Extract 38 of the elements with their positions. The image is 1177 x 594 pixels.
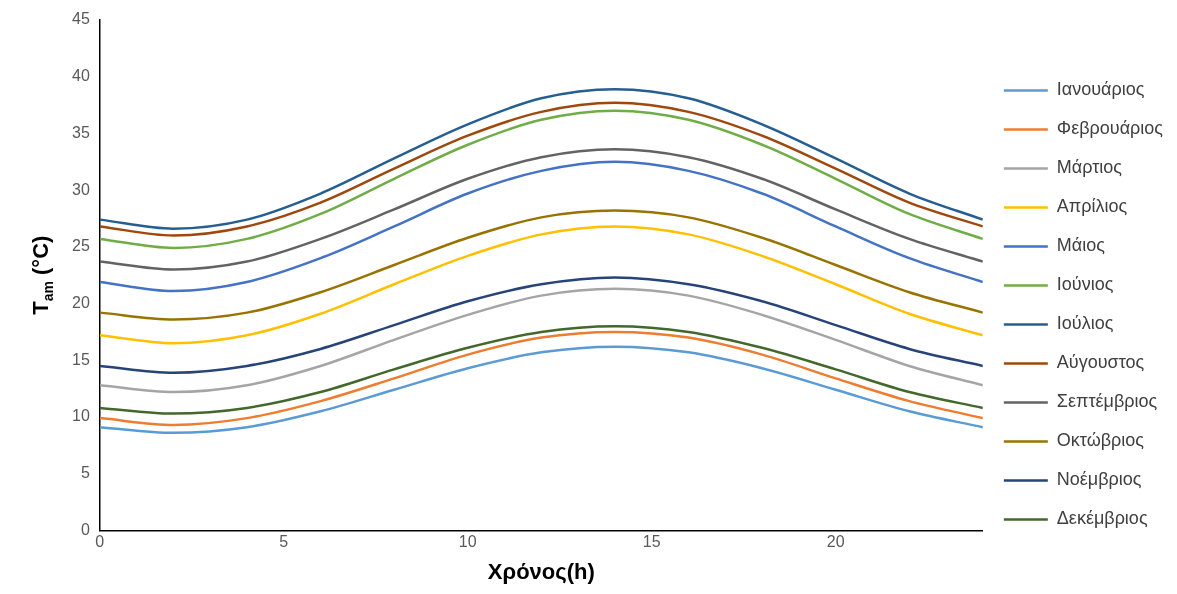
x-axis-title: Χρόνος(h) [487,558,595,584]
x-tick-label: 15 [642,533,661,551]
line-series [99,287,983,394]
line-series [99,209,983,321]
x-tick-label: 0 [95,533,105,551]
line-series [99,148,983,271]
y-tick-label: 10 [72,407,90,425]
legend-label: Οκτώβριος [1056,430,1145,451]
legend-label: Φεβρουάριος [1056,118,1164,139]
line-series [99,324,983,415]
legend-label: Μάιος [1056,235,1106,256]
legend-label: Ιούνιος [1056,274,1114,295]
y-tick-label: 30 [72,180,90,198]
y-tick-label: 25 [72,237,90,255]
line-series [99,330,983,427]
line-series [99,345,983,435]
line-series [99,276,983,374]
x-tick-label: 5 [279,533,289,551]
legend-label: Απρίλιος [1056,196,1128,217]
y-tick-label: 0 [80,520,90,538]
y-tick-label: 5 [80,464,90,482]
line-series [99,225,983,345]
y-tick-label: 45 [72,10,90,28]
x-tick-label: 10 [458,533,477,551]
legend-label: Ιούλιος [1056,313,1114,334]
legend-label: Ιανουάριος [1056,79,1145,100]
y-tick-label: 20 [72,293,90,311]
legend-label: Νοέμβριος [1056,469,1142,490]
y-tick-label: 40 [72,67,90,85]
legend-label: Σεπτέμβριος [1056,391,1158,412]
legend-label: Δεκέμβριος [1056,508,1148,529]
y-tick-label: 35 [72,123,90,141]
line-series [99,160,983,293]
x-tick-label: 20 [826,533,845,551]
y-tick-label: 15 [72,350,90,368]
legend-label: Αύγουστος [1056,352,1145,373]
legend-label: Μάρτιος [1056,157,1123,178]
y-axis-title: Tam (°C) [28,235,56,315]
